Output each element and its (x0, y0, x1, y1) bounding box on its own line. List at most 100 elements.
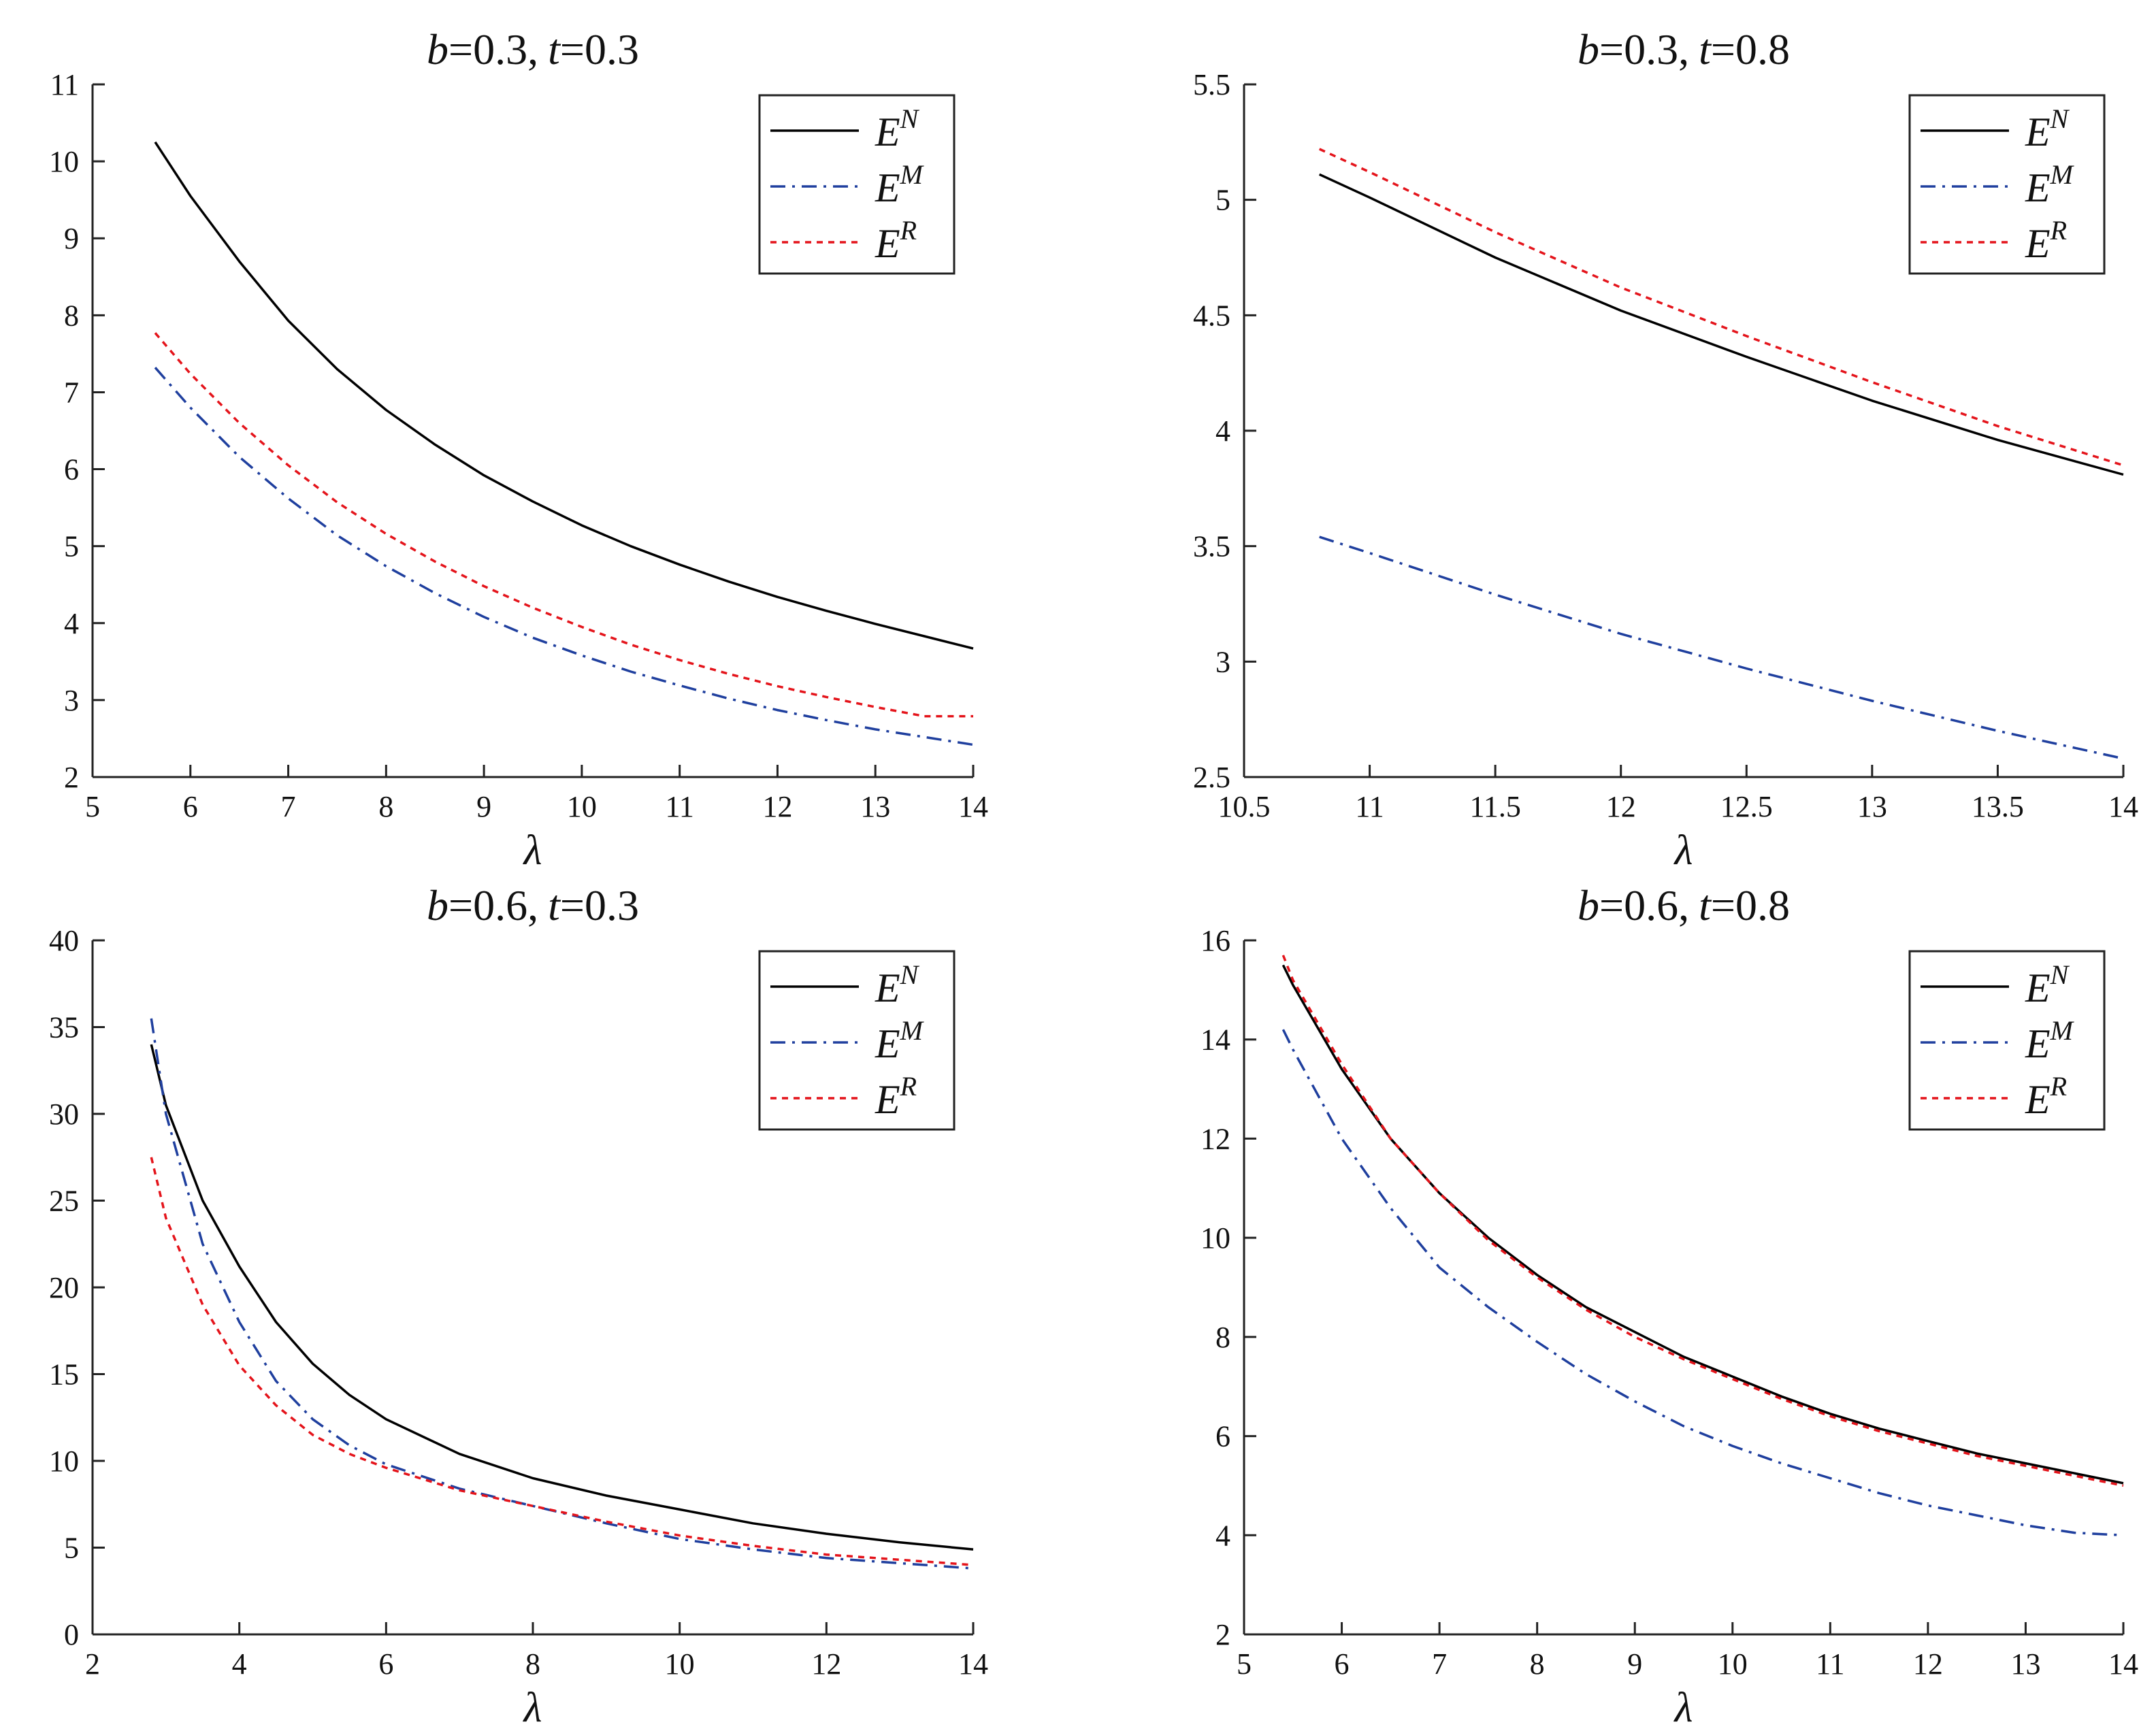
legend-label-m: EM (875, 1015, 925, 1066)
legend-label-base: E (875, 1077, 900, 1122)
x-tick-label: 6 (183, 790, 198, 823)
title-b-symbol: b (427, 25, 448, 73)
y-tick-label: 30 (49, 1098, 79, 1131)
x-tick-label: 6 (378, 1647, 393, 1681)
y-tick-label: 6 (64, 453, 79, 487)
legend-label-superscript: M (2050, 1015, 2075, 1046)
x-tick-label: 9 (1627, 1647, 1642, 1681)
x-tick-label: 11.5 (1469, 790, 1520, 823)
y-tick-label: 20 (49, 1271, 79, 1304)
legend-label-base: E (2025, 1077, 2051, 1122)
title-t-value: =0.3 (560, 881, 639, 929)
chart-title: b=0.6, t=0.8 (1578, 881, 1790, 929)
x-tick-label: 13 (860, 790, 890, 823)
legend-label-superscript: M (900, 1015, 925, 1046)
x-tick-label: 12 (1913, 1647, 1943, 1681)
legend-label-superscript: R (900, 1071, 917, 1102)
y-tick-label: 7 (64, 376, 79, 409)
title-t-value: =0.3 (560, 25, 639, 73)
chart-panel-1: 5 6 7 8 9 10 11 12 13 14 2 3 4 5 6 7 8 9 10 11 b=0.3, t=0.3 λ E… (49, 25, 988, 874)
y-tick-label: 4 (64, 607, 79, 640)
x-tick-label: 10 (567, 790, 597, 823)
legend-label-base: E (2025, 221, 2051, 266)
series-line-n (154, 141, 974, 650)
y-tick-label: 9 (64, 222, 79, 255)
legend-box (1908, 94, 2106, 275)
y-tick-label: 10 (49, 145, 79, 178)
y-tick-label: 35 (49, 1011, 79, 1044)
title-t-symbol: t (1699, 25, 1712, 73)
y-tick-label: 10 (1200, 1221, 1230, 1255)
y-tick-label: 5.5 (1193, 68, 1230, 101)
title-b-symbol: b (1578, 25, 1599, 73)
legend-label-m: EM (875, 159, 925, 210)
legend-label-n: EN (875, 959, 920, 1010)
legend-label-base: E (2025, 1021, 2051, 1066)
series-line-r (1281, 955, 2124, 1487)
legend-label-superscript: M (900, 159, 925, 190)
chart-panel-2: 10.5 11 11.5 12 12.5 13 13.5 14 2.5 3 3.5 4 4.5 5 5.5 b… (1193, 25, 2138, 874)
x-tick-label: 11 (665, 790, 693, 823)
x-tick-label: 10.5 (1218, 790, 1271, 823)
x-tick-label: 12 (762, 790, 792, 823)
x-tick-label: 2 (85, 1647, 100, 1681)
series-line-m (1319, 535, 2124, 760)
x-tick-label: 12 (811, 1647, 841, 1681)
title-b-symbol: b (1578, 881, 1599, 929)
x-tick-label: 5 (1237, 1647, 1252, 1681)
title-t-symbol: t (1699, 881, 1712, 929)
x-tick-label: 13 (1857, 790, 1887, 823)
legend-label-m: EM (2025, 1015, 2075, 1066)
series-line-m (1281, 1029, 2124, 1537)
chart-panel-4: 5 6 7 8 9 10 11 12 13 14 2 4 6 8 10 12 14 16 b=0.6, t=0.8 λ E… (1200, 881, 2138, 1731)
x-tick-label: 8 (378, 790, 393, 823)
x-axis-label: λ (523, 1685, 542, 1731)
legend-label-base: E (875, 110, 900, 154)
title-b-value: =0.6, (1599, 881, 1689, 929)
legend-label-n: EN (2025, 103, 2070, 154)
legend-label-r: ER (2025, 1071, 2067, 1122)
y-tick-label: 3 (1215, 645, 1230, 678)
y-tick-label: 25 (49, 1185, 79, 1218)
legend-label-base: E (875, 966, 900, 1010)
x-tick-label: 10 (665, 1647, 695, 1681)
legend-box (758, 950, 956, 1131)
x-tick-label: 10 (1718, 1647, 1748, 1681)
chart-title: b=0.6, t=0.3 (427, 881, 639, 929)
legend-box (1908, 950, 2106, 1131)
title-b-value: =0.3, (448, 25, 538, 73)
y-tick-label: 0 (64, 1618, 79, 1651)
legend-label-base: E (2025, 110, 2051, 154)
x-tick-label: 6 (1335, 1647, 1350, 1681)
y-tick-label: 4 (1215, 414, 1230, 448)
y-tick-label: 12 (1200, 1122, 1230, 1155)
y-tick-label: 5 (64, 1532, 79, 1565)
legend-box (758, 94, 956, 275)
x-tick-label: 4 (232, 1647, 247, 1681)
legend-label-base: E (875, 165, 900, 210)
y-tick-label: 14 (1200, 1023, 1230, 1057)
y-tick-label: 5 (1215, 184, 1230, 217)
legend-label-superscript: R (2050, 215, 2067, 246)
x-tick-label: 13 (2010, 1647, 2040, 1681)
x-tick-label: 5 (85, 790, 100, 823)
y-tick-label: 10 (49, 1445, 79, 1478)
y-tick-label: 3 (64, 684, 79, 717)
x-tick-label: 14 (958, 1647, 988, 1681)
y-tick-label: 8 (1215, 1321, 1230, 1354)
y-tick-label: 3.5 (1193, 530, 1230, 563)
y-tick-label: 16 (1200, 924, 1230, 957)
chart-title: b=0.3, t=0.3 (427, 25, 639, 73)
y-tick-label: 2 (1215, 1618, 1230, 1651)
x-tick-label: 14 (958, 790, 988, 823)
y-tick-label: 11 (50, 68, 79, 101)
title-b-value: =0.6, (448, 881, 538, 929)
series-line-m (154, 367, 974, 746)
title-b-symbol: b (427, 881, 448, 929)
chart-title: b=0.3, t=0.8 (1578, 25, 1790, 73)
x-tick-label: 9 (476, 790, 491, 823)
